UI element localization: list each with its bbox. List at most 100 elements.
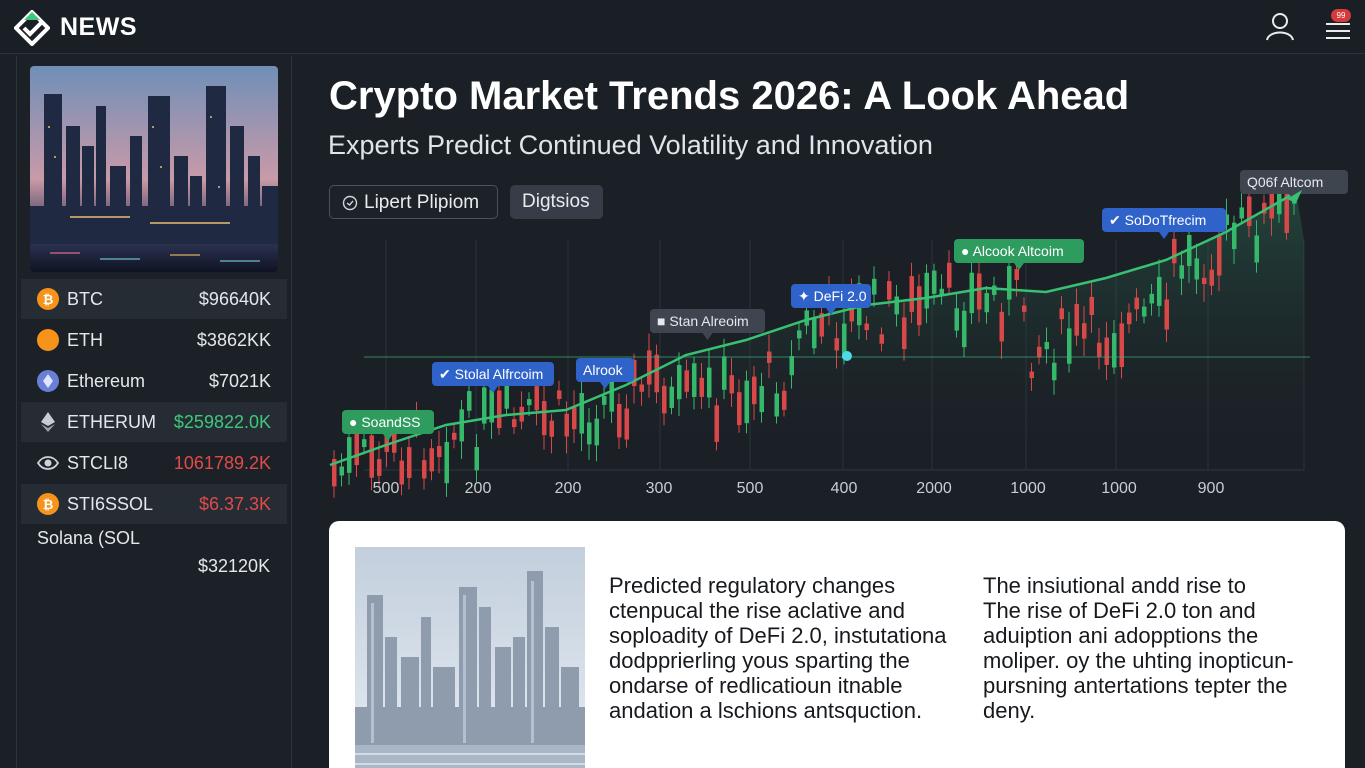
candle-body bbox=[744, 380, 749, 424]
chart-annotation[interactable]: Q06f Altcom bbox=[1240, 170, 1348, 201]
candle-body bbox=[699, 377, 704, 397]
filter-pill-label: Lipert Plipiom bbox=[364, 192, 480, 213]
bitcoin-icon: ₿ bbox=[37, 288, 59, 310]
candle-body bbox=[1082, 323, 1087, 339]
candle-body bbox=[1112, 333, 1117, 368]
candle-body bbox=[1142, 306, 1147, 317]
candle-body bbox=[564, 413, 569, 437]
logo-icon[interactable] bbox=[14, 10, 50, 46]
ticker-symbol: STI6SSOL bbox=[67, 494, 154, 514]
candle-body bbox=[707, 367, 712, 398]
candle-body bbox=[377, 459, 382, 476]
annotation-pointer bbox=[488, 386, 498, 393]
article-line: ctenpucal the rise aclative and bbox=[609, 598, 905, 623]
annotation-box bbox=[1102, 208, 1226, 232]
annotation-label: ● Alcook Altcoim bbox=[961, 243, 1064, 259]
candle-body bbox=[1127, 312, 1132, 325]
sidebar: ₿ BTC $96640K ETH $3862KK Ethereum $7021… bbox=[16, 56, 292, 768]
article-city-image[interactable] bbox=[355, 547, 585, 768]
trend-line bbox=[329, 190, 1297, 467]
annotation-pointer bbox=[383, 434, 393, 441]
candle-body bbox=[399, 460, 404, 485]
x-axis-ticks: 500 200 200 300 500 400 2000 1000 1000 900 bbox=[373, 480, 1225, 497]
candle-body bbox=[789, 356, 794, 376]
x-tick-label: 400 bbox=[831, 480, 858, 497]
ticker-row-btc[interactable]: ₿ BTC $96640K bbox=[21, 279, 287, 319]
candle-body bbox=[759, 386, 764, 413]
chart-annotation[interactable]: Alrook bbox=[576, 358, 634, 389]
x-tick-label: 1000 bbox=[1101, 480, 1137, 497]
candle-body bbox=[339, 466, 344, 476]
annotation-label: ✦ DeFi 2.0 bbox=[798, 288, 867, 304]
article-line: pursning antertations tepter the bbox=[983, 673, 1288, 698]
ticker-price: 1061789.2K bbox=[173, 453, 271, 473]
city-skyline-image[interactable] bbox=[30, 66, 278, 272]
chart-annotation[interactable]: ■ Stan Alreoim bbox=[650, 309, 765, 340]
candle-body bbox=[444, 441, 449, 484]
brand-name[interactable]: NEWS bbox=[60, 13, 137, 41]
annotation-pointer bbox=[702, 333, 713, 340]
chart-annotations: ● SoandSS ✔ Stolal Alfrcoim Alrook ■ Stan A… bbox=[342, 170, 1348, 441]
candle-body bbox=[1194, 258, 1199, 280]
candle-body bbox=[504, 382, 509, 409]
candle-body bbox=[677, 365, 682, 400]
candle-body bbox=[632, 359, 637, 387]
article-line: The rise of DeFi 2.0 ton and bbox=[983, 598, 1256, 623]
candle-body bbox=[1089, 296, 1094, 315]
annotation-pointer bbox=[1014, 263, 1024, 270]
svg-text:₿: ₿ bbox=[43, 293, 54, 308]
candle-body bbox=[774, 393, 779, 417]
candle-body bbox=[467, 391, 472, 411]
chart-annotation[interactable]: ✔ Stolal Alfrcoim bbox=[432, 362, 554, 393]
article-subheadline: Experts Predict Continued Volatility and… bbox=[328, 130, 933, 160]
ticker-row-etherum[interactable]: ETHERUM $259822.0K bbox=[21, 402, 287, 442]
chart-annotation[interactable]: ✦ DeFi 2.0 bbox=[791, 284, 871, 315]
filter-pill-period[interactable]: Lipert Plipiom bbox=[329, 185, 498, 219]
bitcoin-icon: ₿ bbox=[37, 493, 59, 515]
candle-body bbox=[624, 408, 629, 440]
ticker-row-sti6ssol[interactable]: ₿ STI6SSOL $6.37.3K bbox=[21, 484, 287, 524]
filter-pill-discussions[interactable]: Digtsios bbox=[510, 185, 603, 219]
article-card: Predicted regulatory changes ctenpucal t… bbox=[329, 521, 1345, 768]
ticker-symbol: ETH bbox=[67, 330, 103, 350]
candle-body bbox=[999, 311, 1004, 342]
candle-body bbox=[1239, 207, 1244, 219]
ticker-symbol: ETHERUM bbox=[67, 412, 156, 432]
candle-body bbox=[534, 386, 539, 411]
article-line: ondarse of redlicatioun itnable bbox=[609, 673, 903, 698]
ticker-row-stcli8[interactable]: STCLI8 1061789.2K bbox=[21, 443, 287, 483]
candle-body bbox=[452, 432, 457, 440]
x-tick-label: 200 bbox=[465, 480, 492, 497]
candle-body bbox=[1269, 190, 1274, 219]
chart-annotation[interactable]: ● Alcook Altcoim bbox=[954, 239, 1084, 270]
candle-body bbox=[594, 418, 599, 446]
candle-body bbox=[354, 433, 359, 466]
ticker-row-eth[interactable]: ETH $3862KK bbox=[21, 320, 287, 360]
candle-body bbox=[669, 386, 674, 408]
candle-body bbox=[527, 399, 532, 406]
x-tick-label: 300 bbox=[646, 480, 673, 497]
chart-annotation[interactable]: ✔ SoDoTfrecim bbox=[1102, 208, 1226, 239]
candle-body bbox=[362, 439, 367, 448]
candle-body bbox=[1277, 192, 1282, 215]
chart-annotation[interactable]: ● SoandSS bbox=[342, 410, 434, 441]
article-line: andation a lschions antsquction. bbox=[609, 698, 923, 723]
solana-name[interactable]: Solana (SOL bbox=[37, 528, 141, 548]
user-icon[interactable] bbox=[1264, 10, 1296, 42]
candle-body bbox=[1022, 305, 1027, 312]
annotation-pointer bbox=[826, 308, 836, 315]
candle-body bbox=[489, 389, 494, 423]
menu-icon[interactable] bbox=[1322, 8, 1354, 44]
ticker-row-ethereum[interactable]: Ethereum $7021K bbox=[21, 361, 287, 401]
candle-body bbox=[1157, 276, 1162, 306]
x-tick-label: 200 bbox=[555, 480, 582, 497]
candle-body bbox=[422, 460, 427, 479]
chart-area bbox=[330, 192, 1304, 470]
candle-body bbox=[369, 435, 374, 478]
x-tick-label: 2000 bbox=[916, 480, 952, 497]
candle-body bbox=[654, 354, 659, 393]
article-line: The insiutional andd rise to bbox=[983, 573, 1246, 598]
candle-body bbox=[947, 262, 952, 288]
candle-body bbox=[549, 420, 554, 437]
candle-body bbox=[752, 376, 757, 405]
